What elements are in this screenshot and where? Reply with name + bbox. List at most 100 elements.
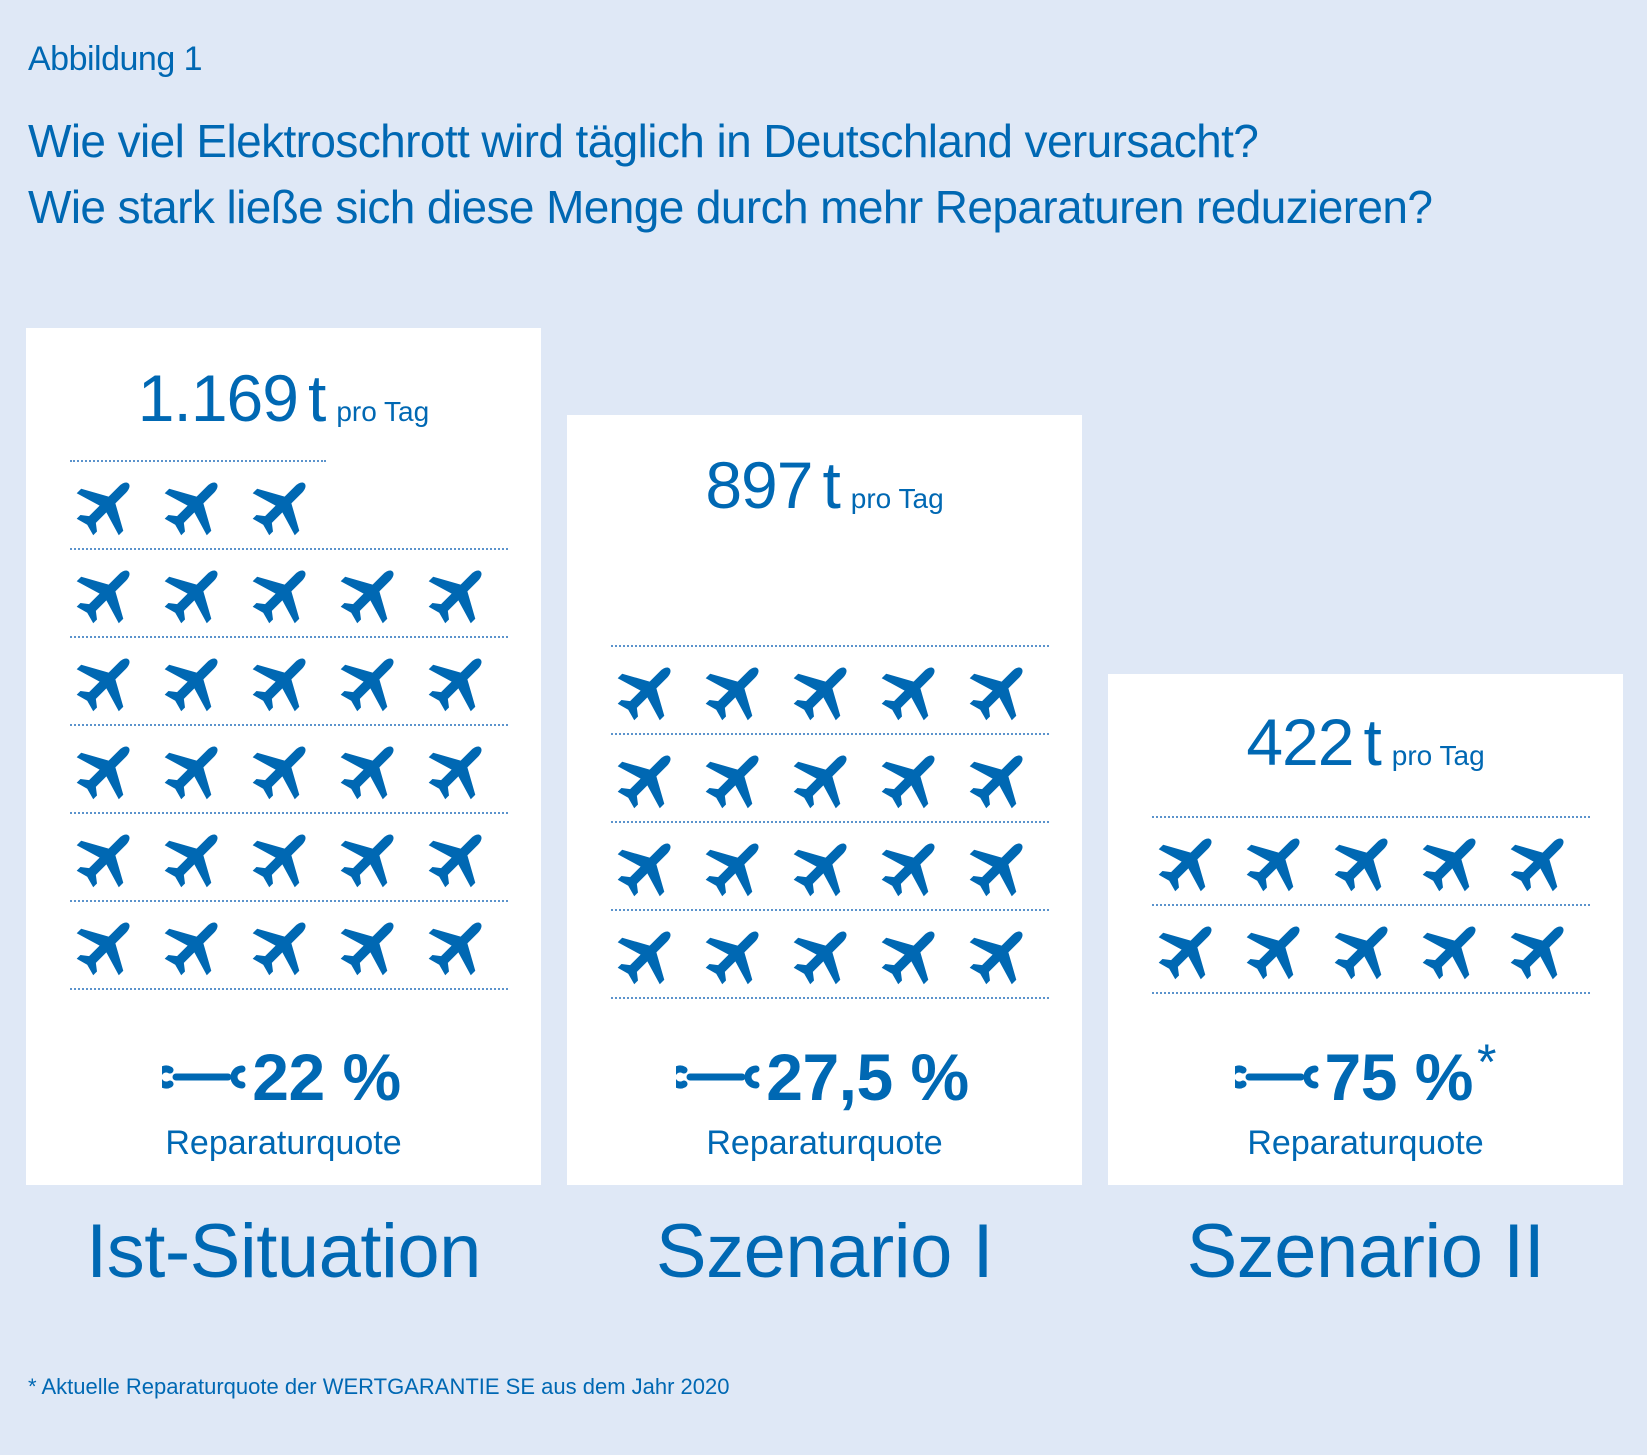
airplane-icon [72,560,140,628]
airplane-icon [72,912,140,980]
amount-per: pro Tag [1391,740,1485,771]
repair-rate-label: Reparaturquote [1247,1124,1484,1162]
airplane-icon [72,472,140,540]
icon-row [70,724,508,812]
airplane-icon [72,736,140,804]
airplane-icon [613,745,681,813]
airplane-icon [877,657,945,725]
amount-unit: t [1363,705,1382,779]
airplane-icon [336,560,404,628]
airplane-icon [424,912,492,980]
repair-rate-mark: * [1476,1034,1497,1090]
repair-rate: 75 %* [1108,1034,1623,1115]
airplane-icon [965,745,1033,813]
airplane-icon [336,648,404,716]
repair-rate: 27,5 % [567,1039,1082,1115]
amount-per-day: 1.169 t pro Tag [26,360,541,436]
airplane-icon [424,736,492,804]
airplane-icon [248,560,316,628]
card-szenario-2: 422 t pro Tag 75 %* Reparaturquote [1108,674,1623,1185]
airplane-icon [877,833,945,901]
amount-unit: t [822,448,841,522]
repair-rate-label: Reparaturquote [165,1124,402,1162]
airplane-icon [160,560,228,628]
airplane-icon [877,921,945,989]
airplane-icon [336,912,404,980]
airplane-icon [965,921,1033,989]
amount-value: 1.169 [137,361,299,435]
airplane-icon [1506,828,1574,896]
airplane-icon [965,833,1033,901]
repair-rate-label: Reparaturquote [706,1124,943,1162]
airplane-icon [248,472,316,540]
wrench-icon [162,1062,246,1092]
airplane-icon [248,912,316,980]
plane-grid [1152,816,1590,994]
airplane-icon [336,824,404,892]
airplane-icon [72,824,140,892]
icon-row [611,733,1049,821]
airplane-icon [877,745,945,813]
repair-rate: 22 % [26,1039,541,1115]
icon-row [70,460,326,548]
airplane-icon [613,921,681,989]
airplane-icon [1418,916,1486,984]
amount-per: pro Tag [336,396,430,427]
chart-title: Wie viel Elektroschrott wird täglich in … [28,108,1628,240]
card-ist-situation: 1.169 t pro Tag 22 % Reparaturquote [26,328,541,1185]
airplane-icon [424,648,492,716]
category-label-szenario-2: Szenario II [1186,1209,1545,1294]
airplane-icon [1154,828,1222,896]
amount-per: pro Tag [850,483,944,514]
airplane-icon [613,833,681,901]
airplane-icon [965,657,1033,725]
airplane-icon [1330,916,1398,984]
category-label-ist-situation: Ist-Situation [86,1209,481,1294]
title-line-1: Wie viel Elektroschrott wird täglich in … [28,115,1259,167]
airplane-icon [72,648,140,716]
wrench-icon [1234,1062,1319,1092]
airplane-icon [160,824,228,892]
airplane-icon [1330,828,1398,896]
airplane-icon [248,824,316,892]
amount-value: 422 [1246,705,1354,779]
airplane-icon [1154,916,1222,984]
airplane-icon [613,657,681,725]
airplane-icon [1242,828,1310,896]
airplane-icon [1418,828,1486,896]
airplane-icon [789,921,857,989]
airplane-icon [248,736,316,804]
airplane-icon [789,833,857,901]
airplane-icon [248,648,316,716]
amount-per-day: 897 t pro Tag [567,447,1082,523]
card-szenario-1: 897 t pro Tag 27,5 % Reparaturquote [567,415,1082,1185]
airplane-icon [701,657,769,725]
airplane-icon [424,560,492,628]
airplane-icon [160,472,228,540]
icon-row [70,636,508,724]
plane-grid [611,645,1049,999]
icon-row [611,909,1049,999]
airplane-icon [160,912,228,980]
icon-row [70,548,508,636]
icon-row [70,900,508,990]
airplane-icon [160,648,228,716]
amount-unit: t [307,361,327,435]
amount-per-day: 422 t pro Tag [1108,704,1623,780]
icon-row [611,821,1049,909]
icon-row [70,812,508,900]
airplane-icon [701,745,769,813]
airplane-icon [701,921,769,989]
repair-rate-value: 27,5 % [766,1040,969,1114]
figure-label: Abbildung 1 [28,40,203,78]
icon-row [611,645,1049,733]
category-label-szenario-1: Szenario I [655,1209,994,1294]
airplane-icon [789,745,857,813]
repair-rate-value: 22 % [252,1040,401,1114]
icon-row [1152,904,1590,994]
airplane-icon [701,833,769,901]
plane-grid [70,460,508,990]
airplane-icon [424,824,492,892]
airplane-icon [789,657,857,725]
wrench-icon [676,1062,760,1092]
